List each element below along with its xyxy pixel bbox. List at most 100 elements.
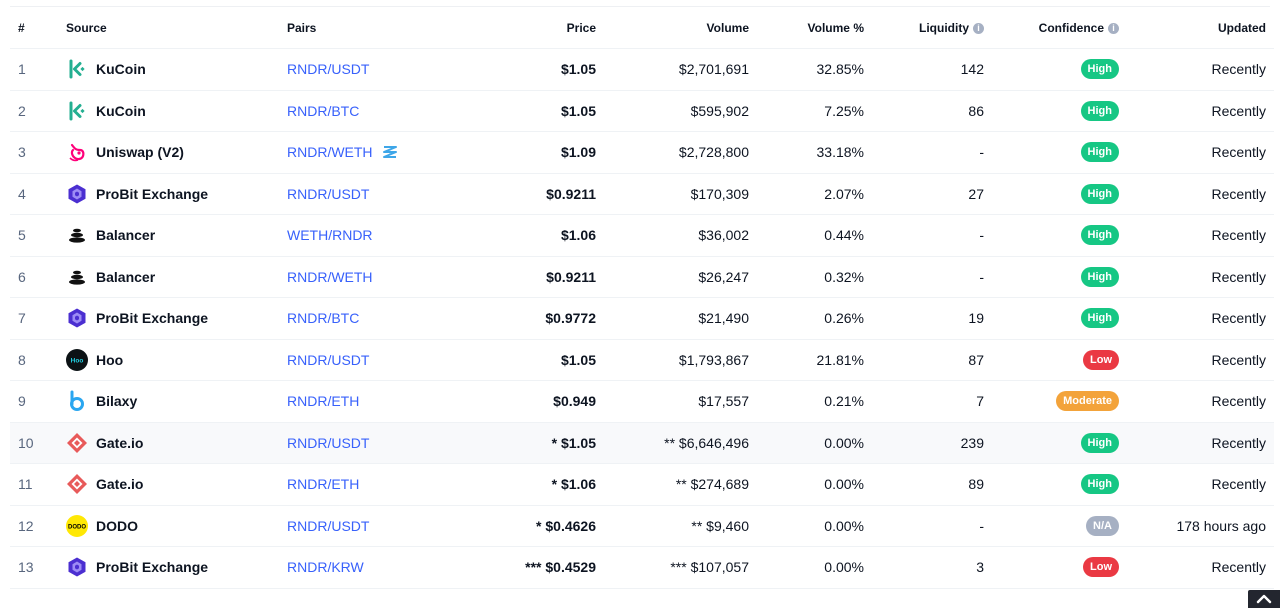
price-cell: $0.9211 [459,256,604,298]
gateio-logo-icon[interactable] [66,473,88,495]
pair-link[interactable]: WETH/RNDR [287,227,373,244]
header-updated[interactable]: Updated [1127,7,1274,49]
confidence-badge: High [1080,432,1119,453]
confidence-cell: Low [992,339,1127,381]
table-row[interactable]: 13 ProBit Exchange RNDR/KRW *** $0.4529 *** … [10,546,1274,589]
price-cell: $1.09 [459,131,604,174]
pair-link[interactable]: RNDR/WETH [287,268,373,285]
price-cell: * $1.05 [459,422,604,464]
probit-logo-icon[interactable] [66,183,88,205]
table-row[interactable]: 1 KuCoin RNDR/USDT $1.05 $2,701,691 32.85% 142… [10,48,1274,91]
table-row[interactable]: 3 Uniswap (V2) RNDR/WETH $1.09 $2,728,800 33.… [10,131,1274,174]
pair-cell: RNDR/KRW [279,546,459,589]
source-name[interactable]: Hoo [96,351,124,368]
pair-link[interactable]: RNDR/KRW [287,559,364,576]
source-name[interactable]: Balancer [96,268,156,285]
updated-cell: Recently [1127,380,1274,423]
uniswap-logo-icon[interactable] [66,141,88,163]
probit-logo-icon[interactable] [66,307,88,329]
table-row[interactable]: 10 Gate.io RNDR/USDT * $1.05 ** $6,646,496 0.… [10,422,1274,464]
source-name[interactable]: ProBit Exchange [96,185,209,202]
table-row[interactable]: 2 KuCoin RNDR/BTC $1.05 $595,902 7.25% 86 High R… [10,90,1274,132]
header-rank[interactable]: # [10,7,58,49]
pair-link[interactable]: RNDR/ETH [287,476,360,493]
rank-cell: 1 [10,48,58,91]
pair-link[interactable]: RNDR/ETH [287,393,360,410]
pair-link[interactable]: RNDR/WETH [287,144,373,161]
confidence-badge: High [1080,266,1119,287]
table-row[interactable]: 7 ProBit Exchange RNDR/BTC $0.9772 $21,490 0.… [10,297,1274,340]
source-name[interactable]: Gate.io [96,476,144,493]
source-name[interactable]: Gate.io [96,434,144,451]
liquidity-cell: - [872,131,992,174]
pair-link[interactable]: RNDR/BTC [287,310,360,327]
source-name[interactable]: ProBit Exchange [96,559,209,576]
info-icon[interactable]: i [1108,22,1119,34]
pair-cell: RNDR/USDT [279,173,459,215]
balancer-logo-icon[interactable] [66,266,88,288]
header-confidence[interactable]: Confidence [1038,20,1104,35]
table-header-row: # Source Pairs Price Volume Volume % Liq… [10,7,1274,49]
price-cell: $1.05 [459,339,604,381]
hoo-logo-icon[interactable]: Hoo [66,348,88,371]
pair-link[interactable]: RNDR/USDT [287,185,370,202]
header-pairs[interactable]: Pairs [279,7,459,49]
updated-cell: 178 hours ago [1127,505,1274,547]
info-icon[interactable]: i [973,22,984,34]
header-source[interactable]: Source [58,7,279,49]
volume-percent-cell: 0.00% [757,505,872,547]
pair-cell: RNDR/USDT [279,422,459,464]
rank-cell: 3 [10,131,58,174]
pair-link[interactable]: RNDR/USDT [287,351,370,368]
table-row[interactable]: 5 Balancer WETH/RNDR $1.06 $36,002 0.44% - High… [10,214,1274,257]
updated-cell: Recently [1127,131,1274,174]
table-row[interactable]: 12DODODODODODORNDR/USDT* $0.4626** $9,46… [10,505,1274,547]
source-name[interactable]: Balancer [96,227,156,244]
dodo-logo-icon[interactable]: DODO [66,514,88,537]
volume-cell: $2,728,800 [604,131,757,174]
volume-cell: $17,557 [604,380,757,423]
source-name[interactable]: KuCoin [96,61,146,78]
table-row[interactable]: 8HooHooHooRNDR/USDT$1.05$1,793,86721.81%… [10,339,1274,381]
source-name[interactable]: DODO [96,517,138,534]
header-liquidity[interactable]: Liquidity [919,20,969,35]
probit-logo-icon[interactable] [66,556,88,578]
header-volume-percent[interactable]: Volume % [757,7,872,49]
confidence-badge: N/A [1086,515,1119,536]
pair-link[interactable]: RNDR/USDT [287,61,370,78]
liquidity-cell: - [872,256,992,298]
chevron-up-icon [1256,594,1272,604]
liquidity-cell: 19 [872,297,992,340]
table-row[interactable]: 11 Gate.io RNDR/ETH * $1.06 ** $274,689 0.00%… [10,463,1274,506]
header-price[interactable]: Price [459,7,604,49]
volume-cell: $21,490 [604,297,757,340]
source-name[interactable]: ProBit Exchange [96,310,209,327]
confidence-cell: High [992,173,1127,215]
table-row[interactable]: 9 Bilaxy RNDR/ETH $0.949 $17,557 0.21% 7 Modera… [10,380,1274,423]
confidence-badge: High [1080,225,1119,246]
rank-cell: 7 [10,297,58,340]
source-name[interactable]: Uniswap (V2) [96,144,184,161]
source-cell: Balancer [58,256,279,298]
pair-link[interactable]: RNDR/USDT [287,434,370,451]
gateio-logo-icon[interactable] [66,432,88,454]
source-cell: ProBit Exchange [58,546,279,589]
balancer-logo-icon[interactable] [66,224,88,246]
bilaxy-logo-icon[interactable] [66,390,88,412]
volume-percent-cell: 0.00% [757,463,872,506]
header-volume[interactable]: Volume [604,7,757,49]
table-row[interactable]: 6 Balancer RNDR/WETH $0.9211 $26,247 0.32% - Hi… [10,256,1274,298]
pair-cell: WETH/RNDR [279,214,459,257]
source-name[interactable]: KuCoin [96,102,146,119]
scroll-to-top-button[interactable] [1248,590,1280,608]
updated-cell: Recently [1127,214,1274,257]
source-name[interactable]: Bilaxy [96,393,138,410]
pair-link[interactable]: RNDR/USDT [287,517,370,534]
pair-cell: RNDR/WETH [279,256,459,298]
kucoin-logo-icon[interactable] [66,58,88,80]
kucoin-logo-icon[interactable] [66,100,88,122]
table-row[interactable]: 4 ProBit Exchange RNDR/USDT $0.9211 $170,309… [10,173,1274,215]
price-cell: $1.06 [459,214,604,257]
updated-cell: Recently [1127,422,1274,464]
pair-link[interactable]: RNDR/BTC [287,102,360,119]
